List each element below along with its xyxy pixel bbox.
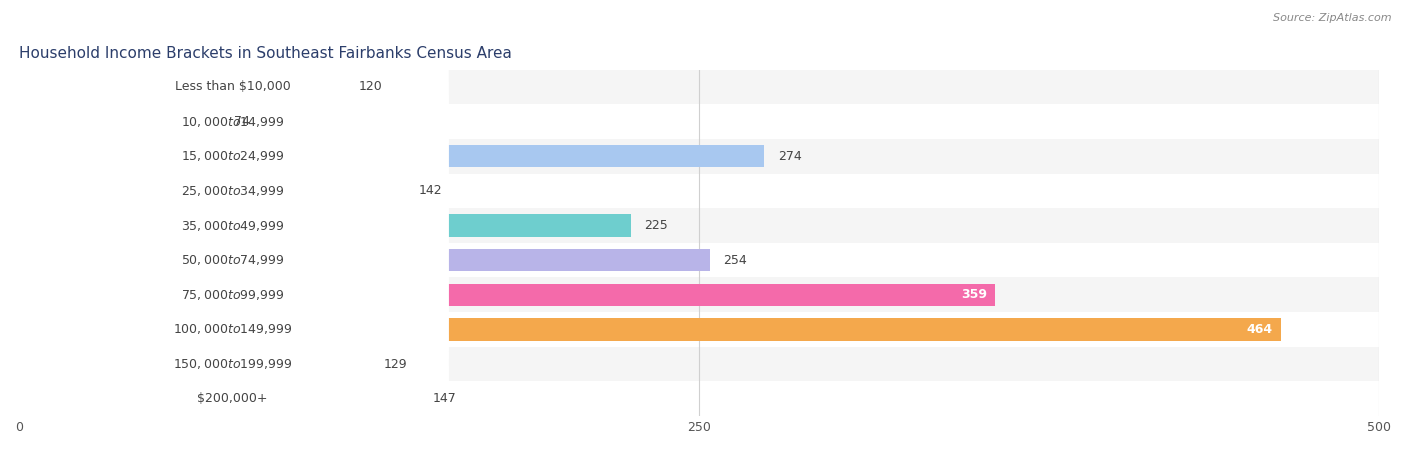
Text: $75,000 to $99,999: $75,000 to $99,999 [181, 288, 284, 302]
Text: $25,000 to $34,999: $25,000 to $34,999 [181, 184, 284, 198]
Text: 74: 74 [233, 115, 250, 128]
Text: 464: 464 [1247, 323, 1272, 336]
Text: $10,000 to $14,999: $10,000 to $14,999 [181, 114, 284, 128]
Bar [20, 312, 1379, 347]
Bar [20, 214, 631, 237]
Bar [20, 104, 1379, 139]
Text: 120: 120 [359, 80, 382, 93]
FancyBboxPatch shape [17, 146, 449, 305]
Bar [20, 180, 405, 202]
Bar [20, 277, 1379, 312]
Bar [20, 347, 1379, 382]
Text: 129: 129 [384, 358, 408, 370]
FancyBboxPatch shape [17, 112, 449, 270]
Text: $150,000 to $199,999: $150,000 to $199,999 [173, 357, 292, 371]
FancyBboxPatch shape [17, 320, 449, 449]
FancyBboxPatch shape [17, 181, 449, 339]
Text: Source: ZipAtlas.com: Source: ZipAtlas.com [1274, 13, 1392, 23]
Text: 359: 359 [962, 288, 987, 301]
Bar [20, 173, 1379, 208]
Bar [20, 387, 419, 410]
Bar [20, 208, 1379, 243]
FancyBboxPatch shape [17, 8, 449, 166]
Text: Household Income Brackets in Southeast Fairbanks Census Area: Household Income Brackets in Southeast F… [20, 46, 512, 62]
Text: 147: 147 [433, 392, 456, 405]
Bar [20, 75, 346, 98]
Bar [20, 243, 1379, 277]
Text: $35,000 to $49,999: $35,000 to $49,999 [181, 219, 284, 233]
Bar [20, 110, 221, 133]
Bar [20, 318, 1281, 341]
Bar [20, 139, 1379, 173]
Text: $200,000+: $200,000+ [197, 392, 267, 405]
Bar [20, 70, 1379, 104]
Text: 254: 254 [724, 254, 747, 267]
Text: 225: 225 [644, 219, 668, 232]
Text: Less than $10,000: Less than $10,000 [174, 80, 291, 93]
Text: 274: 274 [778, 150, 801, 163]
FancyBboxPatch shape [17, 250, 449, 409]
Text: $50,000 to $74,999: $50,000 to $74,999 [181, 253, 284, 267]
Bar [20, 145, 765, 167]
Bar [20, 249, 710, 272]
FancyBboxPatch shape [17, 285, 449, 443]
FancyBboxPatch shape [17, 77, 449, 235]
Text: 142: 142 [419, 185, 443, 198]
Text: $100,000 to $149,999: $100,000 to $149,999 [173, 322, 292, 336]
Bar [20, 284, 995, 306]
FancyBboxPatch shape [17, 42, 449, 201]
Text: $15,000 to $24,999: $15,000 to $24,999 [181, 149, 284, 163]
FancyBboxPatch shape [17, 216, 449, 374]
Bar [20, 353, 370, 375]
Bar [20, 382, 1379, 416]
